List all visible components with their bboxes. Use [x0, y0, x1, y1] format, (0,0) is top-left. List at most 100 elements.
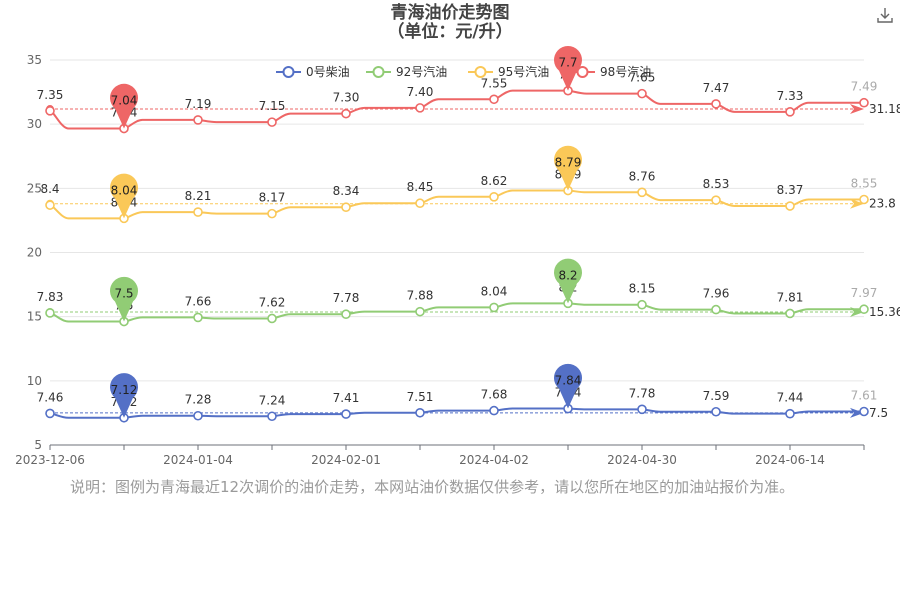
data-label: 7.59 — [703, 389, 730, 403]
line-chart: 5 10 15 20 25 30 35 2023-12-06 2024-01-04 2024-02… — [15, 45, 900, 467]
average-arrow — [850, 104, 864, 115]
data-point — [193, 410, 203, 421]
data-label: 7.19 — [185, 97, 212, 111]
min-pin-label: 7.5 — [114, 287, 133, 301]
average-label: 23.8 — [869, 197, 896, 211]
data-label: 8.21 — [185, 189, 212, 203]
data-label: 7.46 — [37, 390, 64, 404]
data-label: 7.81 — [777, 290, 804, 304]
data-label: 7.33 — [777, 89, 804, 103]
min-pin-shape — [110, 83, 138, 129]
min-pin: 7.04 — [110, 83, 138, 129]
legend-label: 98号汽油 — [600, 64, 651, 79]
data-point — [415, 306, 425, 317]
data-label: 8.37 — [777, 183, 804, 197]
data-point — [637, 88, 647, 99]
data-point — [711, 406, 721, 417]
data-point — [267, 117, 277, 127]
data-point — [267, 208, 277, 219]
data-label: 8.15 — [629, 282, 656, 296]
x-tick-label: 2024-06-14 — [755, 453, 825, 467]
max-pin-shape — [554, 45, 582, 91]
data-label: 7.62 — [259, 295, 286, 309]
chart-subtitle: （单位：元/升） — [387, 22, 513, 42]
legend-item-0[interactable]: 0号柴油 — [276, 65, 350, 79]
series-3: 31.18 7.35 7.04 7.19 7.15 7.30 7.40 7.55 7.7 7.65… — [37, 45, 900, 134]
max-pin: 7.84 — [554, 363, 583, 409]
y-tick-label: 25 — [27, 181, 42, 195]
data-label: 7.88 — [407, 289, 434, 303]
data-label: 7.65 — [629, 71, 656, 85]
series-0: 7.5 7.46 7.12 7.28 7.24 7.41 7.51 7.68 7.84 7.78 7… — [37, 363, 888, 423]
max-pin-shape — [554, 258, 583, 304]
legend-item-1[interactable]: 92号汽油 — [366, 64, 447, 79]
data-point — [341, 309, 351, 320]
data-point — [193, 207, 203, 217]
data-point — [859, 304, 869, 315]
data-label: 7.83 — [37, 290, 64, 304]
data-point — [267, 411, 277, 422]
data-label: 8.4 — [40, 182, 59, 196]
legend-item-3[interactable]: 98号汽油 — [570, 64, 651, 79]
data-label: 7.51 — [407, 390, 434, 404]
data-label: 8.53 — [703, 177, 730, 191]
legend-label: 0号柴油 — [306, 65, 350, 79]
legend-label: 95号汽油 — [498, 64, 549, 79]
data-point — [785, 308, 795, 319]
min-pin-shape — [110, 173, 139, 219]
data-point — [193, 115, 203, 125]
data-label: 7.41 — [333, 391, 360, 405]
data-label: 8.04 — [481, 284, 508, 298]
min-pin-shape — [110, 373, 138, 418]
max-pin: 8.79 — [554, 145, 582, 191]
data-label: 8.34 — [333, 184, 360, 198]
data-label: 7.28 — [185, 393, 212, 407]
data-point — [785, 408, 795, 419]
average-arrow — [850, 407, 864, 418]
data-label: 7.30 — [333, 91, 360, 105]
max-pin-shape — [554, 363, 583, 409]
data-point — [489, 405, 499, 416]
average-label: 7.5 — [869, 406, 888, 420]
data-point — [711, 99, 721, 109]
data-point — [637, 187, 647, 198]
chart-title: 青海油价走势图 （单位：元/升） — [0, 4, 900, 42]
legend-label: 92号汽油 — [396, 64, 447, 79]
data-label: 7.61 — [851, 389, 878, 403]
data-label: 7.97 — [851, 286, 878, 300]
series-1: 15.36 7.83 7.5 7.66 7.62 7.78 7.88 8.04 8.2 8.15 7… — [37, 258, 900, 327]
legend-marker — [576, 66, 589, 78]
x-tick-label: 2024-01-04 — [163, 453, 233, 467]
data-point — [415, 103, 425, 113]
data-point — [785, 107, 795, 117]
max-pin-shape — [554, 145, 582, 191]
x-tick-label: 2023-12-06 — [15, 453, 85, 467]
data-label: 7.66 — [185, 294, 212, 308]
data-point — [637, 404, 647, 415]
min-pin-label: 7.12 — [111, 383, 138, 397]
data-label: 7.47 — [703, 81, 730, 95]
legend-item-2[interactable]: 95号汽油 — [468, 64, 549, 79]
chart-title-main: 青海油价走势图 — [390, 3, 510, 23]
y-tick-label: 20 — [27, 246, 42, 260]
data-label: 7.15 — [259, 99, 286, 113]
download-icon[interactable] — [876, 6, 894, 24]
max-pin: 7.7 — [554, 45, 582, 91]
average-label: 15.36 — [869, 305, 900, 319]
legend[interactable]: 0号柴油 92号汽油 95号汽油 98号汽油 — [276, 64, 651, 79]
min-pin-shape — [110, 276, 138, 322]
grid-lines — [50, 59, 864, 382]
data-point — [859, 406, 869, 417]
data-point — [193, 312, 203, 323]
average-label: 31.18 — [869, 102, 900, 116]
data-point — [45, 408, 55, 419]
data-point — [415, 198, 425, 209]
min-pin-label: 7.04 — [111, 94, 138, 108]
data-label: 8.62 — [481, 174, 508, 188]
x-tick-label: 2024-04-30 — [607, 453, 677, 467]
y-tick-label: 30 — [27, 117, 42, 131]
data-point — [859, 97, 869, 108]
axes: 5 10 15 20 25 30 35 2023-12-06 2024-01-04 2024-02… — [15, 53, 865, 467]
average-arrow — [850, 198, 864, 209]
data-point — [489, 302, 499, 313]
